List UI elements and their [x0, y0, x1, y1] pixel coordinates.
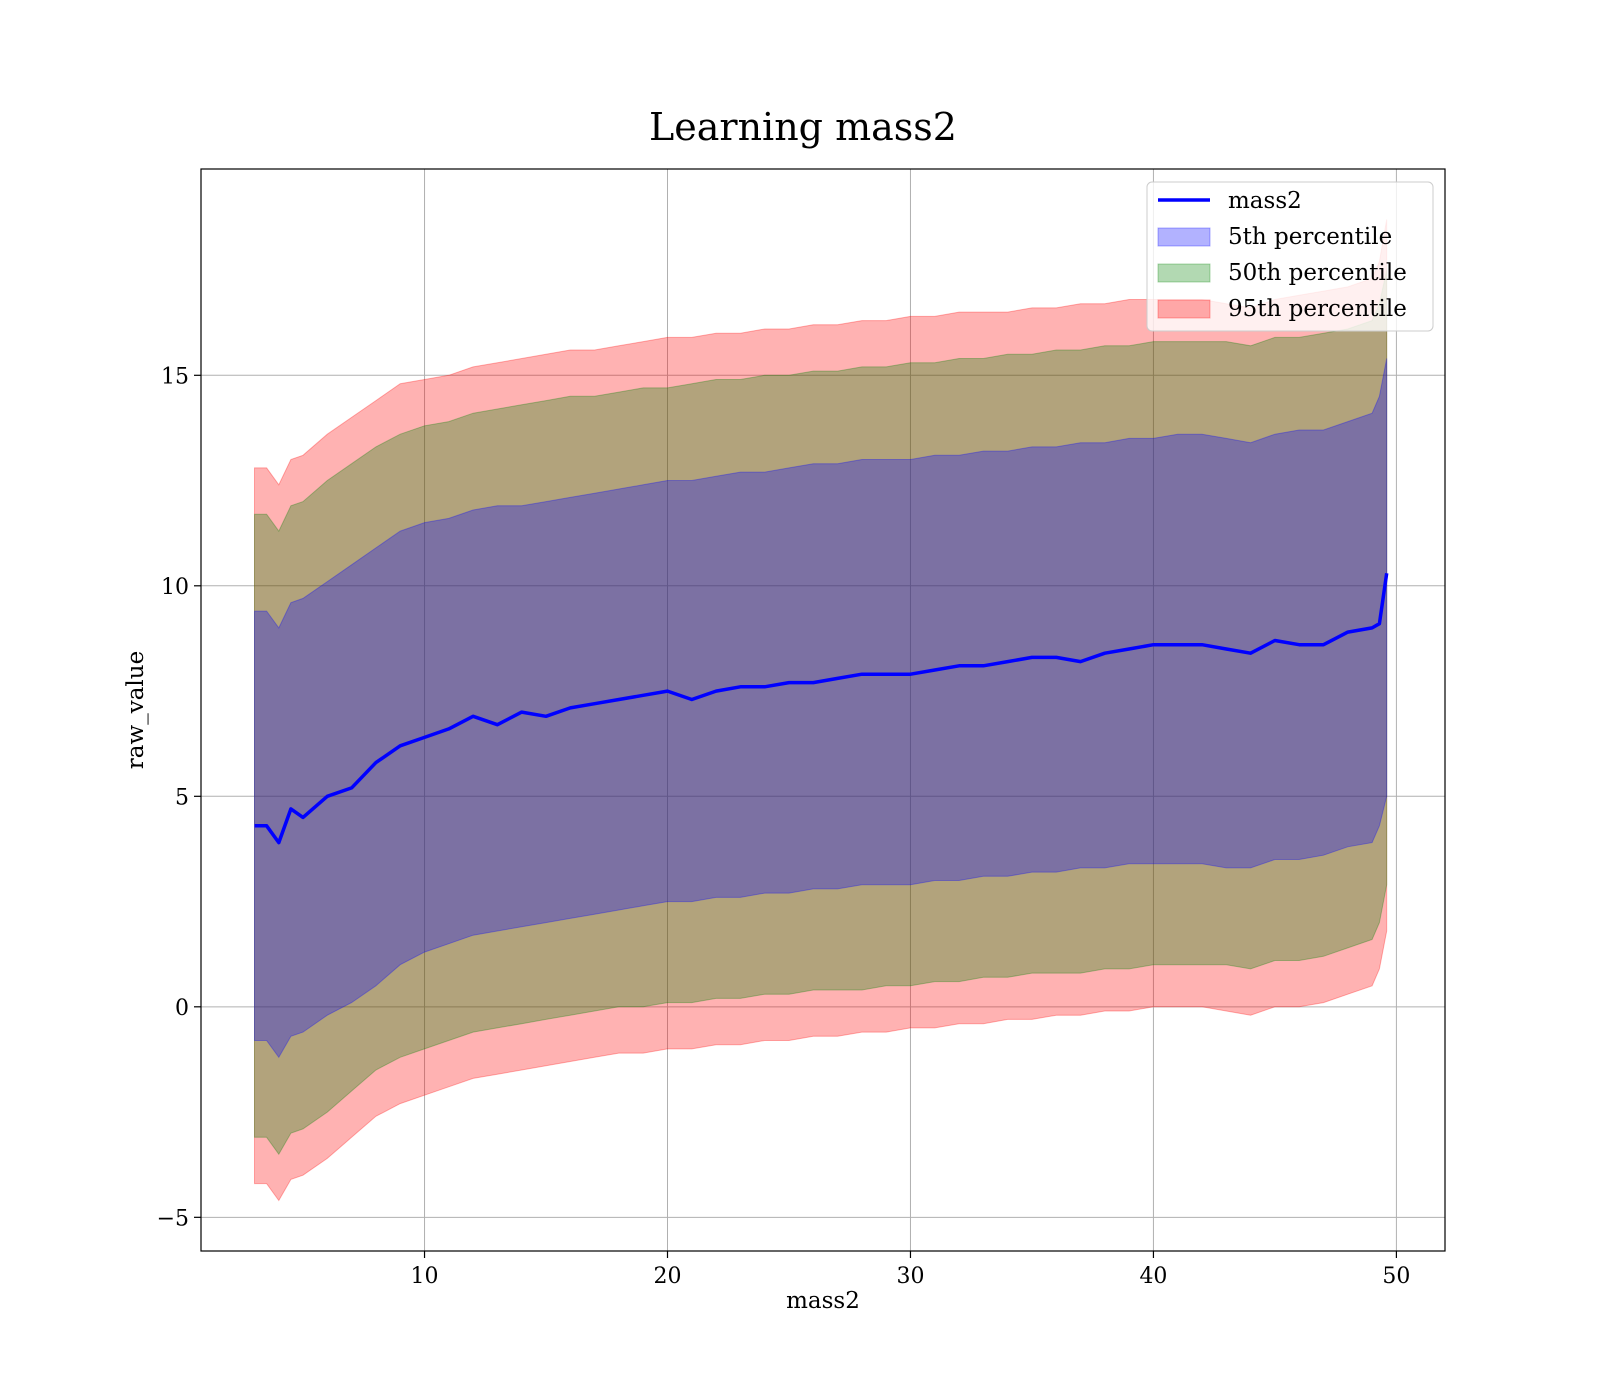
y-axis-label: raw_value [123, 651, 149, 769]
y-tick-label: 0 [175, 996, 189, 1021]
legend-label-50th-percentile: 50th percentile [1228, 260, 1407, 286]
legend-swatch-95th-percentile [1157, 299, 1211, 319]
series-lines [254, 572, 1389, 845]
series-line-mass2 [254, 572, 1389, 845]
x-axis-label: mass2 [786, 1288, 860, 1314]
band-95th-percentile [254, 219, 1388, 1202]
x-tick-label: 30 [896, 1264, 924, 1289]
legend-label-95th-percentile: 95th percentile [1228, 296, 1407, 322]
grid [201, 169, 1445, 1251]
legend-label-mass2: mass2 [1228, 188, 1302, 214]
percentile-bands [254, 219, 1388, 1202]
x-tick-label: 20 [654, 1264, 682, 1289]
legend-label-5th-percentile: 5th percentile [1228, 224, 1392, 250]
y-tick-label: 15 [161, 364, 189, 389]
legend-swatch-5th-percentile [1157, 227, 1211, 247]
plot-frame [200, 168, 1446, 1252]
legend-swatch-50th-percentile [1157, 263, 1211, 283]
y-axis-ticks: −5 0 5 10 15 [157, 364, 201, 1231]
band-50th-percentile [254, 269, 1388, 1156]
x-tick-label: 50 [1382, 1264, 1410, 1289]
legend: mass2 5th percentile 50th percentile 95t… [1146, 181, 1434, 332]
y-tick-label: 10 [161, 575, 189, 600]
chart-title: Learning mass2 [649, 105, 957, 149]
y-tick-label: 5 [175, 785, 189, 810]
x-tick-label: 10 [411, 1264, 439, 1289]
legend-box [1146, 181, 1434, 332]
y-tick-label: −5 [157, 1206, 189, 1231]
x-axis-ticks: 10 20 30 40 50 [411, 1251, 1410, 1289]
band-5th-percentile [254, 358, 1388, 1059]
x-tick-label: 40 [1139, 1264, 1167, 1289]
